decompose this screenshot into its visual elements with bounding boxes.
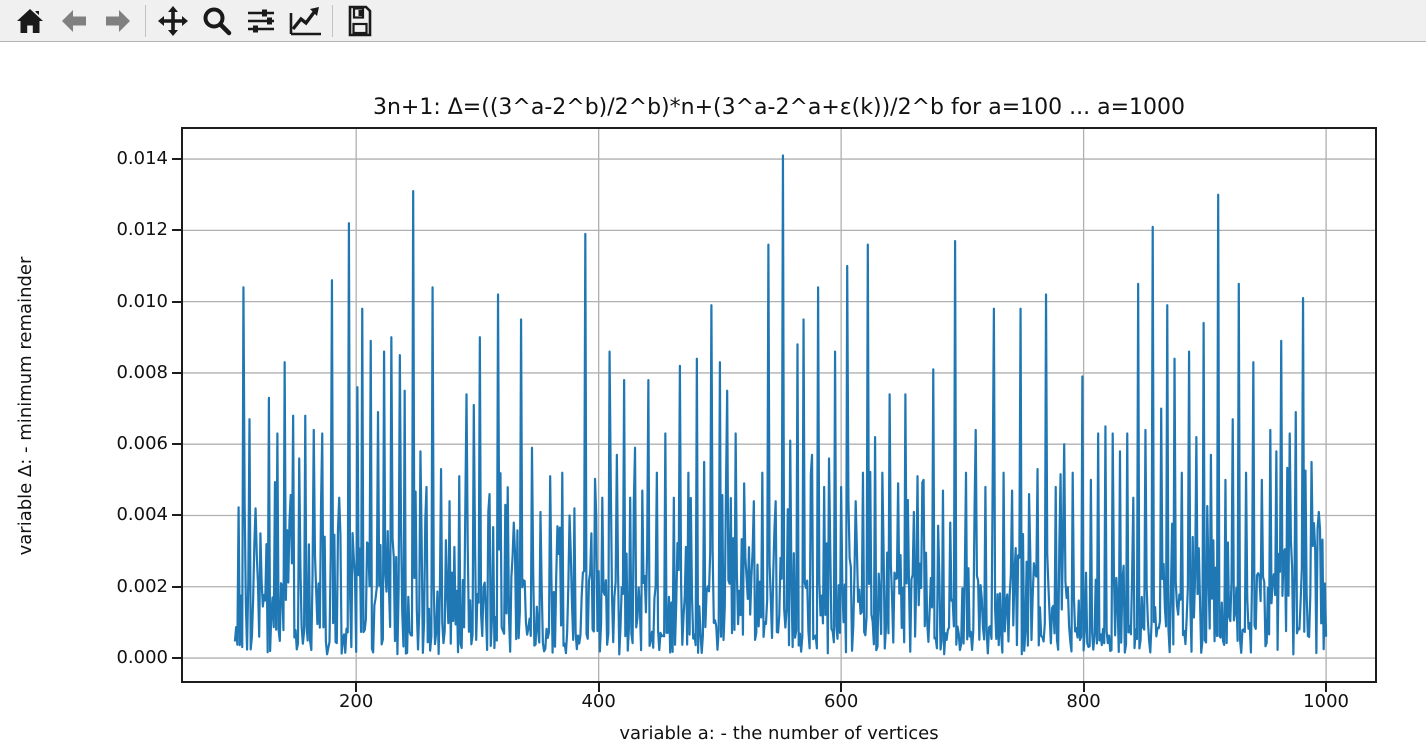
toolbar-separator (145, 4, 146, 37)
y-tick-label: 0.012 (116, 219, 168, 241)
back-button[interactable] (52, 2, 96, 40)
line-plot-svg (181, 127, 1377, 683)
x-tick-mark (355, 683, 358, 692)
save-floppy-icon (345, 5, 375, 37)
home-button[interactable] (8, 2, 52, 40)
y-tick-label: 0.002 (116, 575, 168, 597)
subplots-button[interactable] (239, 2, 283, 40)
x-tick-mark (1325, 683, 1328, 692)
pan-button[interactable] (151, 2, 195, 40)
customize-button[interactable] (283, 2, 327, 40)
x-axis-label: variable a: - the number of vertices (619, 723, 939, 744)
line-chart-icon (288, 5, 322, 37)
y-tick-label: 0.008 (116, 361, 168, 383)
y-tick-label: 0.004 (116, 504, 168, 526)
y-tick-mark (172, 514, 181, 517)
magnifier-icon (201, 5, 233, 37)
navigation-toolbar (0, 0, 1426, 42)
y-tick-label: 0.006 (116, 433, 168, 455)
back-arrow-icon (59, 6, 89, 36)
y-tick-label: 0.010 (116, 290, 168, 312)
y-tick-mark (172, 158, 181, 161)
y-tick-mark (172, 229, 181, 232)
x-tick-label: 400 (581, 691, 616, 712)
y-tick-mark (172, 371, 181, 374)
save-button[interactable] (338, 2, 382, 40)
x-tick-mark (1082, 683, 1085, 692)
figure-canvas: 3n+1: Δ=((3^a-2^b)/2^b)*n+(3^a-2^a+ε(k))… (0, 42, 1426, 749)
x-tick-mark (840, 683, 843, 692)
y-tick-mark (172, 443, 181, 446)
toolbar-separator (332, 4, 333, 37)
y-tick-label: 0.000 (116, 647, 168, 669)
sliders-icon (245, 5, 277, 37)
x-tick-label: 200 (338, 691, 374, 712)
forward-arrow-icon (103, 6, 133, 36)
forward-button[interactable] (96, 2, 140, 40)
y-tick-mark (172, 585, 181, 588)
x-tick-label: 800 (1066, 691, 1101, 712)
plot-title: 3n+1: Δ=((3^a-2^b)/2^b)*n+(3^a-2^a+ε(k))… (372, 95, 1185, 120)
pan-arrows-icon (157, 5, 189, 37)
zoom-button[interactable] (195, 2, 239, 40)
x-tick-label: 1000 (1303, 691, 1349, 712)
plot-area[interactable] (181, 127, 1377, 683)
y-tick-mark (172, 300, 181, 303)
y-tick-label: 0.014 (116, 148, 168, 170)
x-tick-mark (597, 683, 600, 692)
home-icon (15, 6, 45, 36)
y-tick-mark (172, 657, 181, 660)
x-tick-label: 600 (823, 691, 859, 712)
